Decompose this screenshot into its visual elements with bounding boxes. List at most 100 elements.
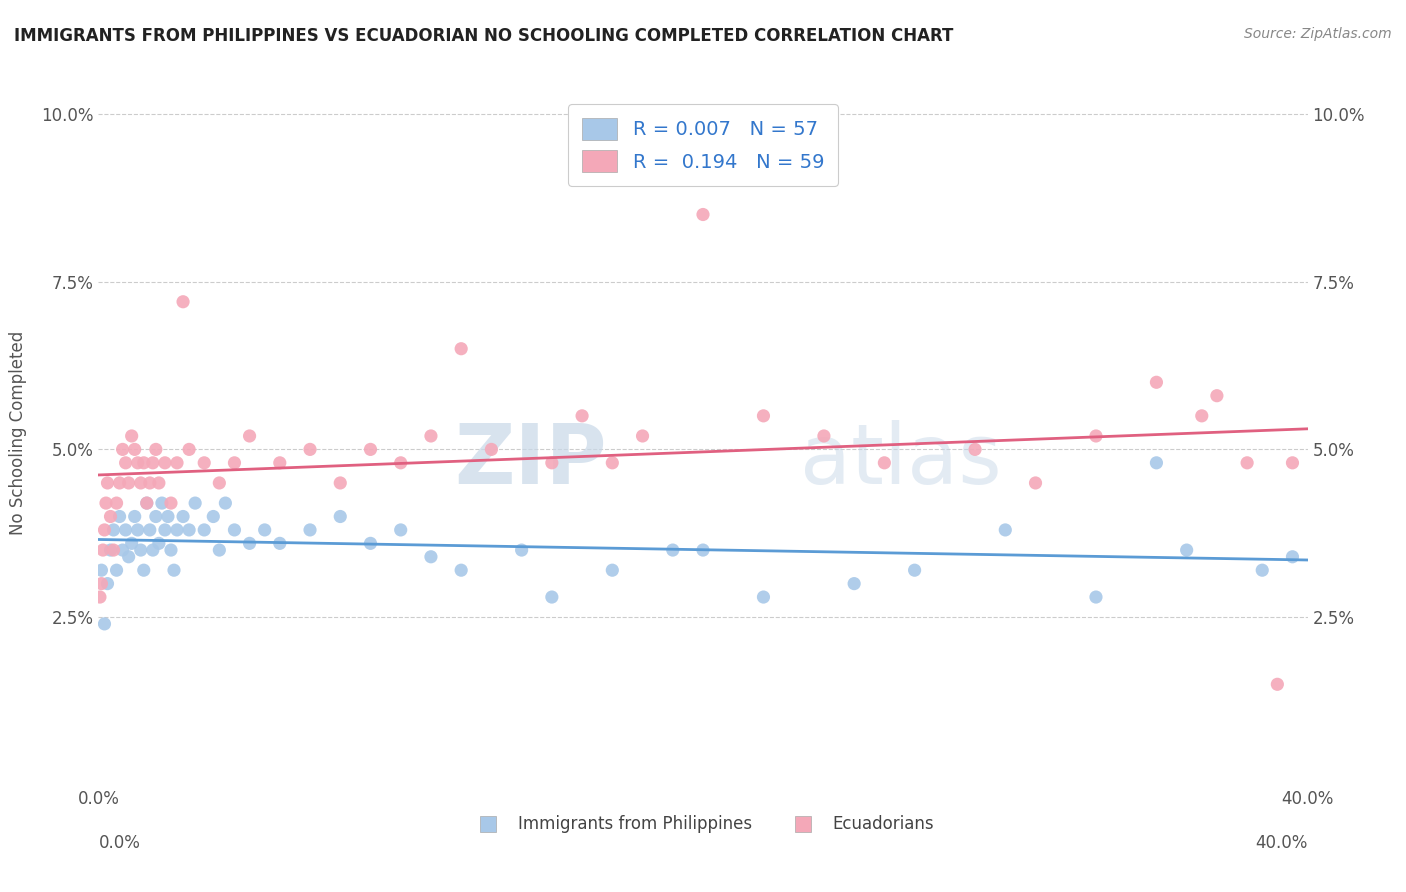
Point	[163, 563, 186, 577]
Point	[132, 456, 155, 470]
Point	[105, 496, 128, 510]
Point	[132, 563, 155, 577]
Point	[148, 475, 170, 490]
Point	[153, 523, 176, 537]
Point	[329, 475, 352, 490]
Point	[153, 456, 176, 470]
Point	[239, 536, 262, 550]
Point	[450, 563, 472, 577]
Legend: Immigrants from Philippines, Ecuadorians: Immigrants from Philippines, Ecuadorians	[465, 809, 941, 840]
Point	[105, 563, 128, 577]
Point	[1312, 429, 1334, 443]
Point	[1146, 456, 1168, 470]
Text: 0.0%: 0.0%	[98, 834, 141, 852]
Point	[96, 475, 118, 490]
Text: ZIP: ZIP	[454, 420, 606, 501]
Point	[329, 509, 352, 524]
Point	[118, 549, 141, 564]
Point	[91, 543, 114, 558]
Text: Source: ZipAtlas.com: Source: ZipAtlas.com	[1244, 27, 1392, 41]
Point	[108, 509, 131, 524]
Point	[160, 543, 183, 558]
Point	[118, 475, 141, 490]
Point	[1327, 376, 1350, 390]
Point	[602, 563, 624, 577]
Point	[1146, 376, 1168, 390]
Point	[1251, 563, 1274, 577]
Point	[111, 543, 134, 558]
Point	[1175, 543, 1198, 558]
Point	[224, 456, 246, 470]
Point	[844, 576, 866, 591]
Point	[160, 496, 183, 510]
Point	[360, 442, 382, 457]
Point	[145, 509, 167, 524]
Point	[873, 456, 896, 470]
Point	[89, 590, 111, 604]
Point	[420, 429, 443, 443]
Point	[269, 536, 291, 550]
Point	[540, 590, 562, 604]
Point	[166, 456, 188, 470]
Point	[145, 442, 167, 457]
Point	[813, 429, 835, 443]
Y-axis label: No Schooling Completed: No Schooling Completed	[10, 331, 27, 534]
Point	[121, 429, 143, 443]
Point	[93, 523, 115, 537]
Point	[752, 409, 775, 423]
Point	[269, 456, 291, 470]
Point	[420, 549, 443, 564]
Point	[1267, 677, 1289, 691]
Point	[193, 523, 215, 537]
Point	[179, 523, 201, 537]
Point	[1281, 456, 1303, 470]
Point	[1085, 429, 1108, 443]
Point	[142, 456, 165, 470]
Point	[114, 456, 136, 470]
Point	[208, 543, 231, 558]
Point	[124, 442, 146, 457]
Point	[93, 616, 115, 631]
Text: atlas: atlas	[800, 420, 1001, 501]
Point	[135, 496, 157, 510]
Point	[389, 456, 412, 470]
Point	[108, 475, 131, 490]
Point	[127, 523, 149, 537]
Point	[1024, 475, 1046, 490]
Point	[100, 543, 122, 558]
Point	[1236, 456, 1258, 470]
Text: 40.0%: 40.0%	[1256, 834, 1308, 852]
Point	[184, 496, 207, 510]
Point	[661, 543, 683, 558]
Point	[214, 496, 236, 510]
Point	[752, 590, 775, 604]
Point	[692, 543, 714, 558]
Point	[481, 442, 503, 457]
Point	[114, 523, 136, 537]
Point	[631, 429, 654, 443]
Point	[253, 523, 276, 537]
Point	[90, 576, 112, 591]
Point	[166, 523, 188, 537]
Point	[172, 509, 194, 524]
Point	[100, 509, 122, 524]
Point	[510, 543, 533, 558]
Point	[1191, 409, 1213, 423]
Point	[602, 456, 624, 470]
Point	[360, 536, 382, 550]
Text: IMMIGRANTS FROM PHILIPPINES VS ECUADORIAN NO SCHOOLING COMPLETED CORRELATION CHA: IMMIGRANTS FROM PHILIPPINES VS ECUADORIA…	[14, 27, 953, 45]
Point	[127, 456, 149, 470]
Point	[994, 523, 1017, 537]
Point	[121, 536, 143, 550]
Point	[94, 496, 117, 510]
Point	[124, 509, 146, 524]
Point	[1085, 590, 1108, 604]
Point	[571, 409, 593, 423]
Point	[129, 543, 152, 558]
Point	[142, 543, 165, 558]
Point	[179, 442, 201, 457]
Point	[450, 342, 472, 356]
Point	[156, 509, 179, 524]
Point	[692, 207, 714, 221]
Point	[172, 294, 194, 309]
